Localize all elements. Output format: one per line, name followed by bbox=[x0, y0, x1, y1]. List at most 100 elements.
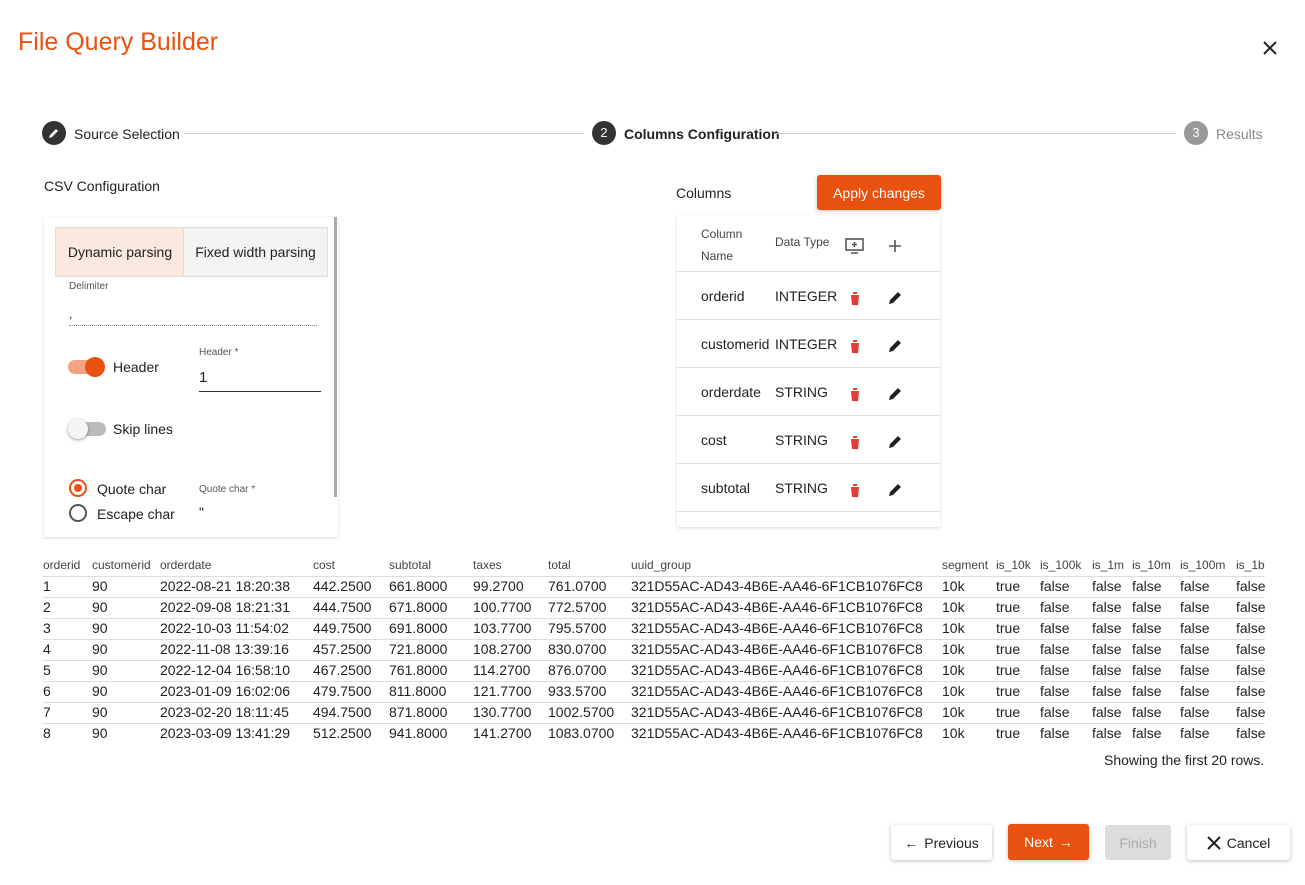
table-cell: 130.7700 bbox=[473, 704, 532, 720]
table-cell: 2022-11-08 13:39:16 bbox=[160, 641, 289, 657]
table-header: is_10k bbox=[996, 558, 1031, 572]
table-cell: 2022-10-03 11:54:02 bbox=[160, 620, 289, 636]
table-cell: 10k bbox=[942, 704, 965, 720]
delete-icon[interactable] bbox=[849, 387, 861, 406]
radio[interactable] bbox=[69, 504, 87, 522]
table-cell: 830.0700 bbox=[548, 641, 607, 657]
cancel-button[interactable]: Cancel bbox=[1187, 825, 1290, 860]
table-cell: true bbox=[996, 704, 1021, 720]
table-cell: 1083.0700 bbox=[548, 725, 615, 741]
step-label[interactable]: Source Selection bbox=[74, 126, 180, 142]
table-cell: 10k bbox=[942, 641, 965, 657]
edit-icon[interactable] bbox=[888, 339, 902, 358]
table-cell: 321D55AC-AD43-4B6E-AA46-6F1CB1076FC8 bbox=[631, 620, 923, 636]
table-cell: false bbox=[1040, 683, 1070, 699]
table-cell: false bbox=[1236, 662, 1265, 678]
step-label[interactable]: Columns Configuration bbox=[624, 126, 780, 142]
table-header: uuid_group bbox=[631, 558, 692, 572]
table-cell: false bbox=[1132, 641, 1162, 657]
table-cell: false bbox=[1132, 704, 1162, 720]
table-cell: 2023-03-09 13:41:29 bbox=[160, 725, 290, 741]
finish-button[interactable]: Finish bbox=[1105, 825, 1171, 860]
table-cell: false bbox=[1092, 662, 1122, 678]
table-cell: 321D55AC-AD43-4B6E-AA46-6F1CB1076FC8 bbox=[631, 641, 923, 657]
table-cell: 2023-01-09 16:02:06 bbox=[160, 683, 290, 699]
table-cell: 691.8000 bbox=[389, 620, 448, 636]
table-cell: 141.2700 bbox=[473, 725, 532, 741]
header-input[interactable]: 1 bbox=[199, 369, 321, 392]
table-cell: false bbox=[1040, 641, 1070, 657]
button-label: Next bbox=[1024, 834, 1053, 850]
table-cell: false bbox=[1040, 620, 1070, 636]
tab[interactable]: Fixed width parsing bbox=[183, 227, 328, 277]
button-label: Cancel bbox=[1226, 834, 1271, 851]
table-cell: false bbox=[1132, 620, 1162, 636]
step-number: 2 bbox=[592, 121, 616, 145]
delimiter-input[interactable]: , bbox=[69, 307, 317, 326]
divider bbox=[677, 415, 940, 416]
table-cell: 10k bbox=[942, 662, 965, 678]
edit-icon[interactable] bbox=[888, 435, 902, 454]
step-label[interactable]: Results bbox=[1216, 126, 1263, 142]
table-cell: 1002.5700 bbox=[548, 704, 615, 720]
add-icon[interactable] bbox=[888, 239, 902, 253]
data-type: STRING bbox=[775, 384, 828, 400]
row-divider bbox=[43, 597, 1265, 598]
apply-button[interactable]: Apply changes bbox=[817, 175, 941, 210]
table-cell: 2022-12-04 16:58:10 bbox=[160, 662, 290, 678]
table-cell: 90 bbox=[92, 599, 108, 615]
radio[interactable] bbox=[69, 479, 87, 497]
table-cell: false bbox=[1040, 662, 1070, 678]
table-cell: false bbox=[1132, 683, 1162, 699]
toggle-label: Header bbox=[113, 359, 159, 375]
table-cell: true bbox=[996, 599, 1021, 615]
table-cell: 114.2700 bbox=[473, 662, 531, 678]
table-cell: false bbox=[1236, 704, 1265, 720]
table-cell: 457.2500 bbox=[313, 641, 372, 657]
table-cell: 2023-02-20 18:11:45 bbox=[160, 704, 289, 720]
edit-icon[interactable] bbox=[888, 387, 902, 406]
table-cell: false bbox=[1236, 599, 1265, 615]
delete-icon[interactable] bbox=[849, 291, 861, 310]
table-cell: 811.8000 bbox=[389, 683, 447, 699]
table-cell: 121.7700 bbox=[473, 683, 532, 699]
row-divider bbox=[43, 576, 1265, 577]
table-cell: false bbox=[1092, 641, 1122, 657]
add-column-icon[interactable] bbox=[845, 237, 865, 255]
radio-label: Escape char bbox=[97, 506, 175, 522]
table-cell: 90 bbox=[92, 662, 108, 678]
table-cell: 941.8000 bbox=[389, 725, 448, 741]
quote-input[interactable]: " bbox=[199, 504, 204, 520]
table-cell: true bbox=[996, 620, 1021, 636]
table-cell: false bbox=[1040, 704, 1070, 720]
delete-icon[interactable] bbox=[849, 435, 861, 454]
table-cell: 10k bbox=[942, 578, 965, 594]
table-cell: false bbox=[1040, 725, 1070, 741]
toggle-thumb bbox=[68, 419, 88, 439]
data-type: STRING bbox=[775, 480, 828, 496]
table-header: taxes bbox=[473, 558, 502, 572]
column-name: cost bbox=[701, 432, 727, 448]
edit-icon[interactable] bbox=[888, 291, 902, 310]
table-cell: false bbox=[1132, 599, 1162, 615]
table-cell: false bbox=[1180, 599, 1210, 615]
next-button[interactable]: Next → bbox=[1008, 824, 1089, 860]
table-cell: false bbox=[1236, 725, 1265, 741]
table-cell: 1 bbox=[43, 578, 51, 594]
close-button[interactable] bbox=[1262, 40, 1278, 56]
table-cell: 444.7500 bbox=[313, 599, 372, 615]
preview-table: orderid customerid orderdate cost subtotal ta… bbox=[0, 555, 1265, 745]
edit-icon[interactable] bbox=[888, 483, 902, 502]
delete-icon[interactable] bbox=[849, 483, 861, 502]
column-name: orderid bbox=[701, 288, 745, 304]
table-cell: false bbox=[1092, 578, 1122, 594]
row-divider bbox=[43, 681, 1265, 682]
table-cell: false bbox=[1092, 599, 1122, 615]
table-cell: 90 bbox=[92, 641, 108, 657]
tab[interactable]: Dynamic parsing bbox=[55, 227, 185, 277]
table-cell: 90 bbox=[92, 704, 108, 720]
table-cell: 10k bbox=[942, 683, 965, 699]
delete-icon[interactable] bbox=[849, 339, 861, 358]
column-header: Column Name bbox=[701, 227, 743, 263]
previous-button[interactable]: ← Previous bbox=[891, 825, 992, 860]
